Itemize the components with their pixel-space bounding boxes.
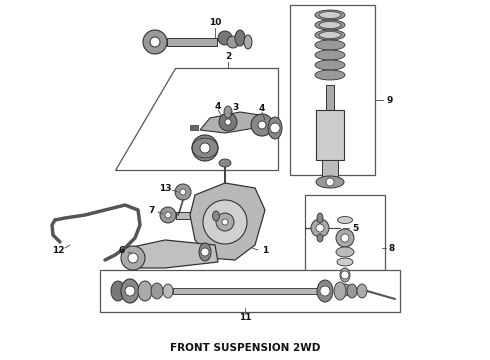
Polygon shape <box>128 240 218 268</box>
Circle shape <box>165 212 171 218</box>
Ellipse shape <box>347 284 357 298</box>
Circle shape <box>219 113 237 131</box>
Circle shape <box>311 219 329 237</box>
Bar <box>173 288 318 294</box>
Bar <box>176 212 214 219</box>
Circle shape <box>326 178 334 186</box>
Text: 11: 11 <box>239 314 251 323</box>
Ellipse shape <box>235 30 245 46</box>
Text: 1: 1 <box>262 246 268 255</box>
Circle shape <box>200 143 210 153</box>
Ellipse shape <box>111 281 125 301</box>
Circle shape <box>216 213 234 231</box>
Text: 5: 5 <box>352 224 358 233</box>
Ellipse shape <box>317 213 323 223</box>
Bar <box>290 5 375 175</box>
Ellipse shape <box>357 284 367 298</box>
Circle shape <box>341 234 349 242</box>
Ellipse shape <box>319 12 341 18</box>
Text: 8: 8 <box>389 243 395 252</box>
Ellipse shape <box>315 40 345 50</box>
Text: 6: 6 <box>119 246 125 255</box>
Circle shape <box>341 271 349 279</box>
Ellipse shape <box>315 30 345 40</box>
Circle shape <box>336 229 354 247</box>
Ellipse shape <box>334 282 346 300</box>
Text: 7: 7 <box>149 206 155 215</box>
Text: 4: 4 <box>215 102 221 111</box>
Polygon shape <box>115 68 278 170</box>
Ellipse shape <box>224 106 232 118</box>
Circle shape <box>251 114 273 136</box>
Text: 2: 2 <box>225 51 231 60</box>
Bar <box>326 85 334 110</box>
Text: FRONT SUSPENSION 2WD: FRONT SUSPENSION 2WD <box>170 343 320 353</box>
Text: 3: 3 <box>232 103 238 112</box>
Circle shape <box>339 284 351 296</box>
Ellipse shape <box>340 268 350 282</box>
Circle shape <box>258 121 266 129</box>
Ellipse shape <box>315 60 345 70</box>
Ellipse shape <box>151 283 163 299</box>
Ellipse shape <box>315 50 345 60</box>
Bar <box>305 195 385 285</box>
Bar <box>167 38 217 46</box>
Ellipse shape <box>319 22 341 28</box>
Circle shape <box>316 224 324 232</box>
Ellipse shape <box>336 247 354 257</box>
Polygon shape <box>200 112 260 133</box>
Ellipse shape <box>337 258 353 266</box>
Circle shape <box>121 246 145 270</box>
Circle shape <box>270 123 280 133</box>
Ellipse shape <box>317 234 323 242</box>
Circle shape <box>143 30 167 54</box>
Ellipse shape <box>121 279 139 303</box>
Circle shape <box>227 36 239 48</box>
Circle shape <box>320 286 330 296</box>
Circle shape <box>128 253 138 263</box>
Text: 10: 10 <box>209 18 221 27</box>
Ellipse shape <box>138 281 152 301</box>
Bar <box>322 160 338 180</box>
Circle shape <box>150 37 160 47</box>
Bar <box>100 270 400 312</box>
Ellipse shape <box>244 35 252 49</box>
Ellipse shape <box>319 32 341 39</box>
Bar <box>316 110 344 160</box>
Bar <box>190 125 198 130</box>
Text: 4: 4 <box>259 104 265 113</box>
Polygon shape <box>190 183 265 260</box>
Ellipse shape <box>213 211 220 221</box>
Circle shape <box>175 184 191 200</box>
Ellipse shape <box>315 70 345 80</box>
Circle shape <box>201 248 209 256</box>
Circle shape <box>192 135 218 161</box>
Circle shape <box>203 200 247 244</box>
Circle shape <box>222 219 228 225</box>
Text: 9: 9 <box>387 95 393 104</box>
Ellipse shape <box>268 117 282 139</box>
Ellipse shape <box>317 280 333 302</box>
Circle shape <box>180 189 186 195</box>
Circle shape <box>225 119 231 125</box>
Ellipse shape <box>163 284 173 298</box>
Ellipse shape <box>219 159 231 167</box>
Ellipse shape <box>315 20 345 30</box>
Ellipse shape <box>199 243 211 261</box>
Circle shape <box>125 286 135 296</box>
Text: 13: 13 <box>159 184 171 193</box>
Circle shape <box>160 207 176 223</box>
Ellipse shape <box>316 176 344 188</box>
Ellipse shape <box>338 216 352 224</box>
Text: 12: 12 <box>52 246 64 255</box>
Ellipse shape <box>315 10 345 20</box>
Circle shape <box>218 31 232 45</box>
